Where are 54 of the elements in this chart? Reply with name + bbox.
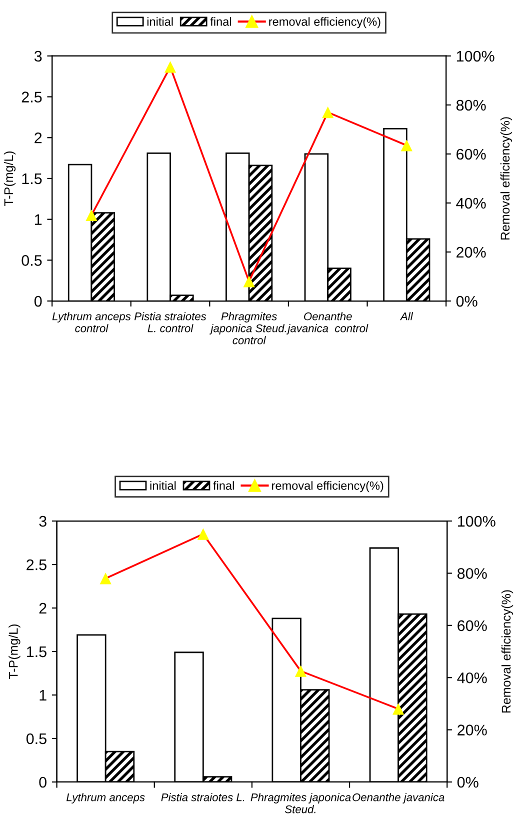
y-tick-label: 1 (35, 214, 42, 225)
x-tick-label: Lythrum anceps (66, 793, 145, 804)
legend-label: removal efficiency(%) (272, 481, 384, 492)
y-axis-title: T-P(mg/L) (8, 624, 20, 680)
y2-tick-label: 20% (456, 246, 486, 258)
legend-label: final (213, 481, 234, 490)
point (400, 140, 412, 152)
y2-tick-label: 40% (457, 672, 487, 684)
y-axis-title: T-P(mg/L) (4, 151, 16, 206)
x-tick-label: Lythrum anceps control (52, 312, 131, 332)
point (86, 209, 98, 222)
point (164, 61, 176, 73)
y-tick-label: 1.5 (27, 646, 46, 658)
y-tick-label: 0.5 (22, 255, 42, 266)
x-tick-label: Oenanthe javanica (352, 793, 444, 804)
point (100, 572, 112, 584)
y-tick-label: 2 (34, 132, 42, 144)
y-tick-label: 2.5 (26, 559, 46, 570)
y2-axis-title: Removal efficiency(%) (501, 590, 514, 713)
legend-label: initial (150, 481, 176, 490)
y2-tick-label: 40% (456, 198, 486, 209)
y2-tick-label: 60% (458, 620, 487, 632)
y-tick-label: 1.5 (22, 174, 42, 184)
x-tick-label: Pistia straiotes L. (161, 793, 244, 802)
y-tick-label: 3 (39, 516, 46, 527)
legend-label: initial (147, 17, 173, 26)
y2-axis-title: Removal efficiency(%) (500, 117, 512, 240)
point (392, 703, 404, 715)
y2-tick-label: 80% (456, 100, 486, 111)
y2-tick-label: 100% (456, 50, 494, 62)
y-tick-label: 2 (39, 602, 46, 614)
x-tick-label: All (400, 312, 414, 320)
y2-tick-label: 100% (458, 516, 496, 527)
point (294, 665, 307, 677)
legend-label: removal efficiency(%) (269, 17, 380, 28)
x-tick-label: Pistia straiotes L. control (134, 312, 206, 332)
y-tick-label: 2.5 (22, 92, 42, 102)
y2-tick-label: 60% (456, 148, 486, 160)
y2-tick-label: 0% (456, 296, 478, 307)
y2-tick-label: 20% (458, 724, 487, 736)
point (197, 528, 209, 540)
y2-tick-label: 0% (457, 776, 478, 788)
x-tick-label: Oenanthe javanica control (286, 312, 368, 334)
y-tick-label: 3 (34, 50, 42, 62)
y-tick-label: 1 (40, 690, 46, 701)
point (243, 276, 255, 288)
y-tick-label: 0 (39, 776, 46, 788)
y2-tick-label: 80% (457, 568, 487, 579)
x-tick-label: Phragmites japonica Steud. control (210, 312, 286, 344)
point (322, 106, 334, 118)
legend-label: final (210, 17, 231, 26)
y-tick-label: 0 (34, 296, 42, 307)
y-tick-label: 0.5 (26, 733, 46, 744)
x-tick-label: Phragmites japonica Steud. (250, 793, 351, 814)
